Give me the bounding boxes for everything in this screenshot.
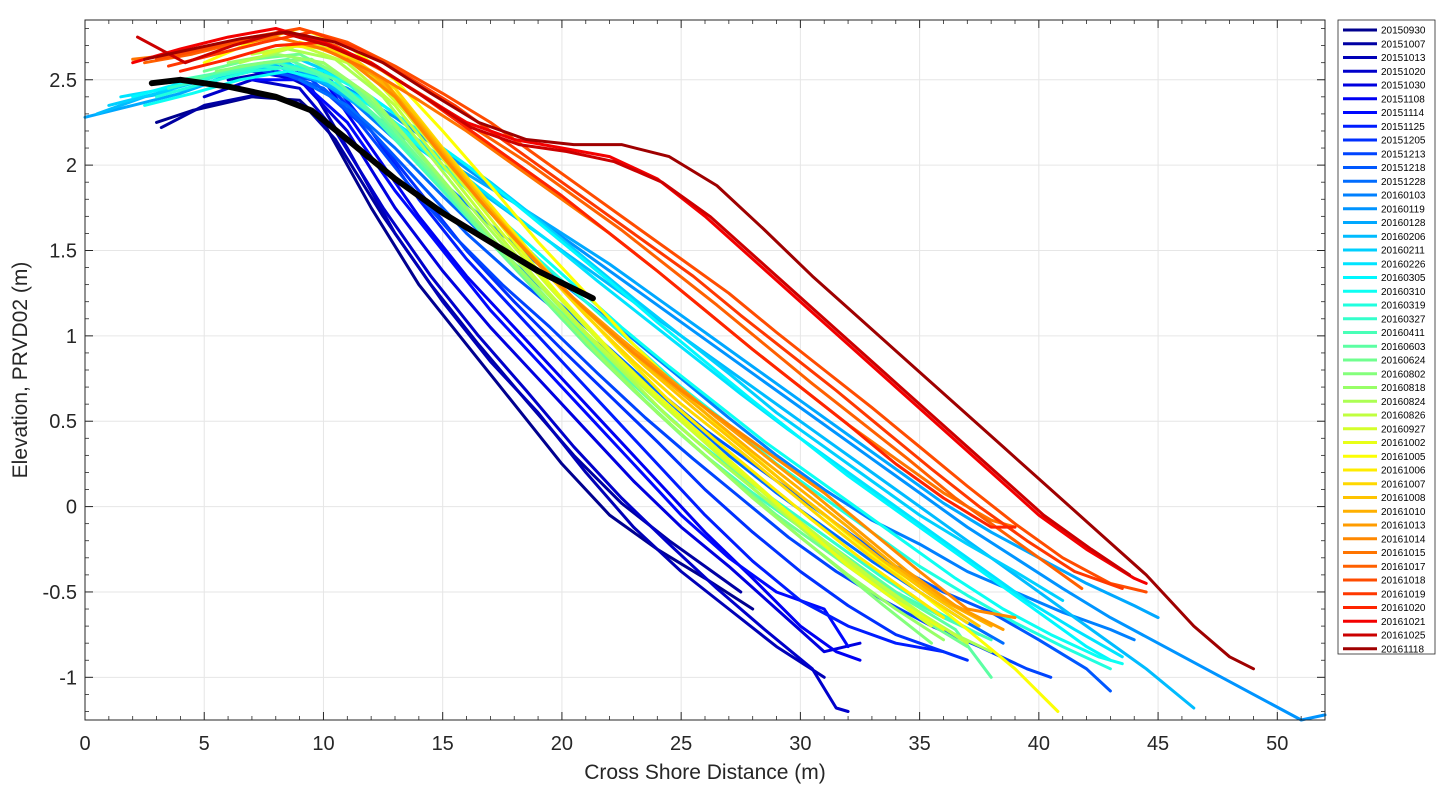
legend-label-20151020: 20151020 — [1381, 67, 1426, 78]
series-line-20151108 — [274, 61, 862, 662]
legend-label-20151218: 20151218 — [1381, 163, 1426, 174]
legend-label-20151007: 20151007 — [1381, 39, 1426, 50]
series-line-20161019 — [167, 30, 1124, 590]
legend-label-20161021: 20161021 — [1381, 617, 1426, 628]
legend-label-20160411: 20160411 — [1381, 328, 1425, 339]
series-line-20151020 — [202, 78, 850, 713]
legend-label-20161006: 20161006 — [1381, 466, 1426, 477]
series-line-20160818 — [226, 52, 945, 642]
series-line-20161025 — [136, 30, 1131, 577]
legend-label-20151108: 20151108 — [1381, 94, 1425, 105]
legend-label-20151205: 20151205 — [1381, 136, 1426, 147]
legend-label-20160226: 20160226 — [1381, 259, 1426, 270]
series-line-20151114 — [250, 78, 850, 649]
x-tick-label: 40 — [1028, 733, 1050, 755]
legend-label-20160310: 20160310 — [1381, 287, 1426, 298]
legend-label-20151030: 20151030 — [1381, 81, 1426, 92]
x-tick-label: 15 — [432, 733, 454, 755]
series-line-20160119 — [298, 69, 1327, 722]
legend-label-20161002: 20161002 — [1381, 438, 1426, 449]
legend-label-20151013: 20151013 — [1381, 53, 1426, 64]
series-line-20151205 — [274, 69, 969, 662]
legend-label-20161005: 20161005 — [1381, 452, 1426, 463]
series-line-20161014 — [345, 57, 1017, 620]
legend-label-20160103: 20160103 — [1381, 191, 1426, 202]
legend-label-20160818: 20160818 — [1381, 383, 1426, 394]
legend-label-20161025: 20161025 — [1381, 631, 1426, 642]
y-tick-label: 2 — [66, 155, 77, 177]
legend-label-20160327: 20160327 — [1381, 314, 1426, 325]
legend-label-20161017: 20161017 — [1381, 562, 1426, 573]
legend-label-20161020: 20161020 — [1381, 603, 1426, 614]
x-tick-label: 10 — [312, 733, 334, 755]
legend-label-20160603: 20160603 — [1381, 342, 1426, 353]
x-tick-label: 35 — [908, 733, 930, 755]
legend-label-20161010: 20161010 — [1381, 507, 1426, 518]
legend-label-20160319: 20160319 — [1381, 301, 1426, 312]
x-tick-label: 0 — [79, 733, 90, 755]
series-lines — [83, 27, 1327, 722]
x-tick-label: 45 — [1147, 733, 1169, 755]
legend-label-20161008: 20161008 — [1381, 493, 1426, 504]
legend-label-20160119: 20160119 — [1381, 204, 1425, 215]
x-tick-label: 30 — [789, 733, 811, 755]
legend-label-20161014: 20161014 — [1381, 534, 1426, 545]
legend: 20150930 20151007 20151013 20151020 20151030… — [1337, 19, 1436, 655]
y-tick-label: 0.5 — [49, 411, 77, 433]
legend-label-20161019: 20161019 — [1381, 589, 1426, 600]
x-tick-label: 50 — [1266, 733, 1288, 755]
legend-label-20160206: 20160206 — [1381, 232, 1426, 243]
reference-profile-line — [148, 76, 596, 302]
legend-label-20160305: 20160305 — [1381, 273, 1426, 284]
legend-label-20161015: 20161015 — [1381, 548, 1426, 559]
legend-label-20160211: 20160211 — [1381, 246, 1425, 257]
legend-label-20161013: 20161013 — [1381, 521, 1426, 532]
series-line-20160310 — [143, 69, 1124, 666]
y-axis-label: Elevation, PRVD02 (m) — [9, 262, 32, 479]
y-axis-ticks: -1 -0.5 0 0.5 1 1.5 2 2.5 — [43, 28, 1325, 712]
legend-label-20160824: 20160824 — [1381, 397, 1426, 408]
y-tick-label: -0.5 — [43, 582, 77, 604]
y-tick-label: 0 — [66, 497, 77, 519]
legend-label-20151114: 20151114 — [1381, 108, 1424, 119]
legend-label-20151125: 20151125 — [1381, 122, 1425, 133]
legend-label-20160927: 20160927 — [1381, 424, 1426, 435]
y-tick-label: 1.5 — [49, 240, 77, 262]
series-line-20160826 — [250, 44, 969, 645]
x-tick-label: 20 — [551, 733, 573, 755]
y-tick-label: 2.5 — [49, 70, 77, 92]
series-line-20151125 — [274, 61, 945, 654]
y-tick-label: 1 — [66, 326, 77, 348]
x-axis-ticks: 0 5 10 15 20 25 30 35 40 45 50 — [79, 20, 1326, 755]
legend-label-20161007: 20161007 — [1381, 479, 1426, 490]
legend-label-20160826: 20160826 — [1381, 411, 1426, 422]
legend-label-20160128: 20160128 — [1381, 218, 1426, 229]
series-line-20161118 — [143, 30, 1255, 671]
plot-area-background — [85, 20, 1325, 720]
legend-label-20161118: 20161118 — [1381, 644, 1424, 655]
x-tick-label: 25 — [670, 733, 692, 755]
legend-label-20160802: 20160802 — [1381, 369, 1426, 380]
x-tick-label: 5 — [199, 733, 210, 755]
legend-label-20161018: 20161018 — [1381, 576, 1426, 587]
legend-label-20160624: 20160624 — [1381, 356, 1426, 367]
x-axis-label: Cross Shore Distance (m) — [584, 761, 826, 784]
legend-label-20150930: 20150930 — [1381, 26, 1426, 37]
legend-label-20151213: 20151213 — [1381, 149, 1426, 160]
y-tick-label: -1 — [59, 667, 77, 689]
series-line-20160603 — [190, 57, 993, 679]
legend-label-20151228: 20151228 — [1381, 177, 1426, 188]
